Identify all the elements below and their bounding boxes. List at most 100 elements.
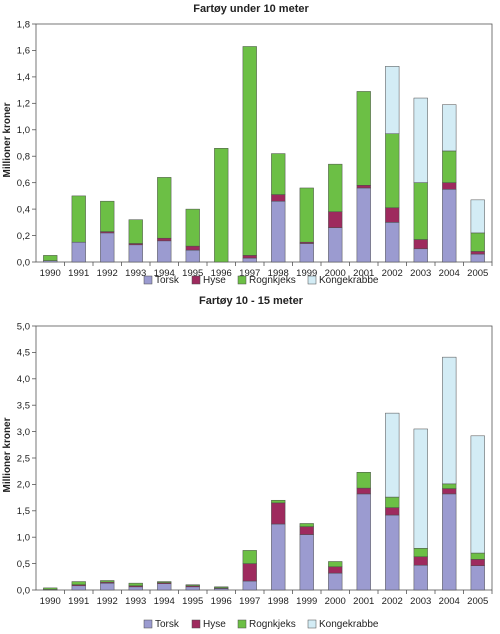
chart-title: Fartøy under 10 meter xyxy=(193,3,309,15)
x-tick-label: 1995 xyxy=(182,596,203,607)
bar-rognkjeks-1997 xyxy=(242,550,257,564)
x-tick-label: 1990 xyxy=(40,596,61,607)
x-tick-label: 2000 xyxy=(325,268,346,279)
chart-10-15-meter: Fartøy 10 - 15 meter Millioner kroner 0,… xyxy=(2,295,493,630)
legend-swatch-kongekrabbe xyxy=(307,619,317,629)
bar-hyse-1997 xyxy=(242,255,257,259)
bar-hyse-2004 xyxy=(442,488,457,495)
bar-rognkjeks-1991 xyxy=(71,195,86,243)
bar-torsk-1998 xyxy=(271,200,286,263)
legend: Torsk Hyse Rognkjeks Kongekrabbe xyxy=(143,275,379,286)
y-tick-label: 3,5 xyxy=(17,401,30,412)
y-tick-label: 0,4 xyxy=(17,204,30,215)
legend-label-rognkjeks: Rognkjeks xyxy=(249,619,296,630)
x-tick-label: 2001 xyxy=(353,596,374,607)
bar-kongekrabbe-2005 xyxy=(470,435,485,554)
x-tick-label: 2005 xyxy=(467,596,488,607)
bar-torsk-1995 xyxy=(185,249,200,263)
bar-rognkjeks-2001 xyxy=(356,91,371,186)
y-tick-label: 1,0 xyxy=(17,533,30,544)
y-axis-label: Millioner kroner xyxy=(2,102,13,177)
x-tick-label: 2002 xyxy=(382,268,403,279)
y-tick-label: 0,8 xyxy=(17,152,30,163)
bar-torsk-2002 xyxy=(385,222,400,263)
bar-torsk-1992 xyxy=(100,582,115,591)
bar-torsk-2000 xyxy=(328,227,343,263)
x-tick-label: 1997 xyxy=(239,268,260,279)
bar-rognkjeks-1996 xyxy=(214,586,229,589)
y-tick-label: 0,2 xyxy=(17,231,30,242)
x-tick-label: 1998 xyxy=(268,596,289,607)
bar-rognkjeks-2002 xyxy=(385,496,400,508)
y-tick-label: 2,5 xyxy=(17,453,30,464)
x-tick-label: 1992 xyxy=(97,268,118,279)
bar-rognkjeks-2003 xyxy=(413,182,428,240)
bar-rognkjeks-2004 xyxy=(442,150,457,183)
legend-label-torsk: Torsk xyxy=(155,619,180,630)
x-tick-label: 1994 xyxy=(154,268,175,279)
x-tick-label: 2005 xyxy=(467,268,488,279)
bar-rognkjeks-1998 xyxy=(271,153,286,195)
legend-label-rognkjeks: Rognkjeks xyxy=(249,275,296,286)
bar-torsk-2005 xyxy=(470,565,485,591)
x-tick-label: 1996 xyxy=(211,268,232,279)
legend-swatch-kongekrabbe xyxy=(307,275,317,285)
legend-label-hyse: Hyse xyxy=(203,619,226,630)
bar-hyse-2003 xyxy=(413,239,428,250)
y-tick-label: 0,0 xyxy=(17,585,30,596)
y-tick-label: 1,2 xyxy=(17,99,30,110)
x-tick-label: 1997 xyxy=(239,596,260,607)
bar-torsk-2000 xyxy=(328,572,343,591)
bar-rognkjeks-2005 xyxy=(470,552,485,560)
legend-swatch-torsk xyxy=(143,619,153,629)
bar-torsk-1991 xyxy=(71,241,86,263)
bar-torsk-2003 xyxy=(413,564,428,591)
x-tick-label: 1991 xyxy=(68,596,89,607)
bar-rognkjeks-2001 xyxy=(356,472,371,489)
legend-label-hyse: Hyse xyxy=(203,275,226,286)
x-tick-label: 1996 xyxy=(211,596,232,607)
bar-rognkjeks-2004 xyxy=(442,483,457,489)
bar-kongekrabbe-2003 xyxy=(413,428,428,549)
bar-rognkjeks-1991 xyxy=(71,581,86,585)
x-tick-label: 2001 xyxy=(353,268,374,279)
x-tick-label: 2004 xyxy=(439,268,460,279)
y-tick-label: 1,8 xyxy=(17,19,30,30)
legend-swatch-rognkjeks xyxy=(237,619,247,629)
y-tick-label: 1,6 xyxy=(17,46,30,57)
bar-rognkjeks-1993 xyxy=(128,582,143,587)
x-tick-label: 1992 xyxy=(97,596,118,607)
bar-rognkjeks-1995 xyxy=(185,208,200,247)
x-tick-label: 2003 xyxy=(410,596,431,607)
bar-torsk-1999 xyxy=(299,243,314,263)
y-tick-label: 1,4 xyxy=(17,72,30,83)
bar-rognkjeks-1994 xyxy=(157,177,172,239)
bar-rognkjeks-1997 xyxy=(242,46,257,256)
bar-hyse-2000 xyxy=(328,566,343,574)
bar-rognkjeks-2000 xyxy=(328,163,343,213)
bar-kongekrabbe-2004 xyxy=(442,356,457,485)
chart-title: Fartøy 10 - 15 meter xyxy=(199,295,304,307)
bar-rognkjeks-1990 xyxy=(43,587,58,590)
bar-torsk-1997 xyxy=(242,580,257,591)
bar-kongekrabbe-2002 xyxy=(385,412,400,498)
bar-torsk-1994 xyxy=(157,583,172,591)
y-tick-label: 2,0 xyxy=(17,480,30,491)
y-tick-label: 5,0 xyxy=(17,321,30,332)
bar-torsk-2001 xyxy=(356,187,371,263)
legend-swatch-torsk xyxy=(143,275,153,285)
x-tick-label: 2000 xyxy=(325,596,346,607)
bar-torsk-1997 xyxy=(242,257,257,263)
bar-hyse-1994 xyxy=(157,237,172,242)
y-tick-label: 3,0 xyxy=(17,427,30,438)
legend-swatch-hyse xyxy=(191,619,201,629)
y-tick-label: 0,6 xyxy=(17,178,30,189)
bar-kongekrabbe-2005 xyxy=(470,199,485,234)
x-tick-label: 1993 xyxy=(125,268,146,279)
bar-hyse-1999 xyxy=(299,526,314,535)
bar-hyse-2002 xyxy=(385,507,400,516)
bar-rognkjeks-2005 xyxy=(470,232,485,252)
bar-torsk-1998 xyxy=(271,523,286,591)
x-tick-label: 1999 xyxy=(296,268,317,279)
bar-torsk-2004 xyxy=(442,189,457,263)
